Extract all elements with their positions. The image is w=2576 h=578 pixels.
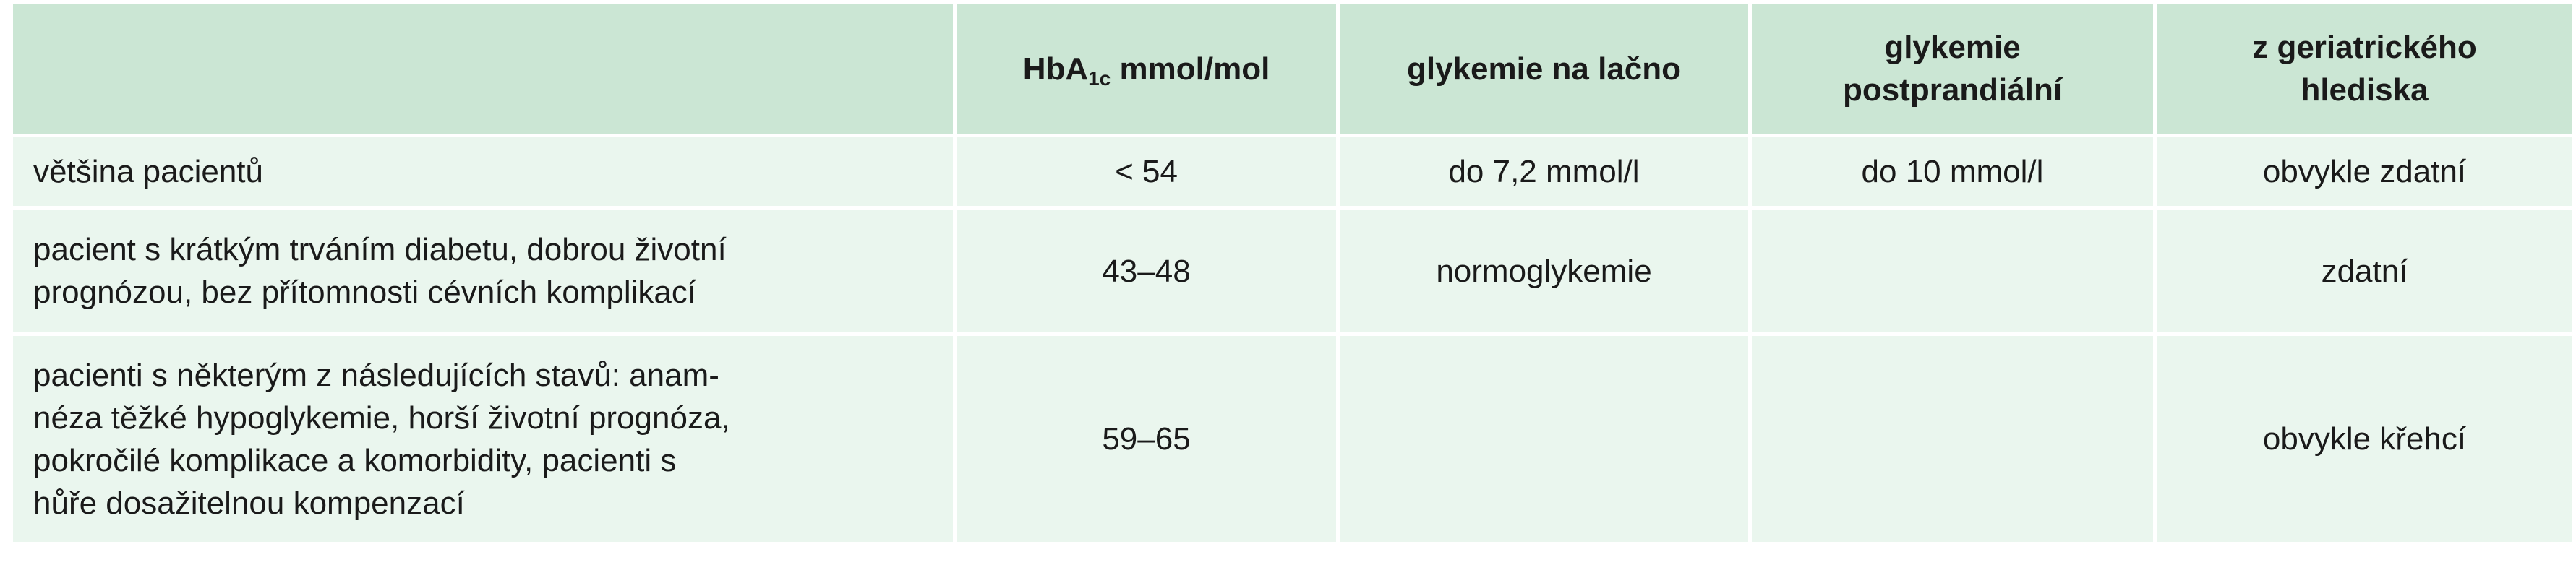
row-patient-group-line: pacienti s některým z následujících stav… (33, 357, 719, 393)
header-hba1c: HbA1c mmol/mol (953, 4, 1336, 134)
header-postprandial-line2: postprandiální (1842, 72, 2063, 108)
row-hba1c-target: 59–65 (953, 332, 1336, 542)
header-postprandial-line1: glykemie (1884, 30, 2021, 65)
row-patient-group-line: pokročilé komplikace a komorbidity, paci… (33, 442, 677, 478)
row-patient-group-line: prognózou, bez přítomnosti cévních kompl… (33, 275, 697, 310)
header-fasting-glycemia: glykemie na lačno (1336, 4, 1748, 134)
table-row: pacienti s některým z následujících stav… (13, 332, 2572, 542)
table-row: pacient s krátkým trváním diabetu, dobro… (13, 206, 2572, 332)
row-fasting-target: do 7,2 mmol/l (1336, 134, 1748, 206)
row-fasting-target: normoglykemie (1336, 206, 1748, 332)
row-postprandial-target: do 10 mmol/l (1748, 134, 2153, 206)
row-patient-group: pacient s krátkým trváním diabetu, dobro… (13, 206, 953, 332)
header-geriatric: z geriatrického hlediska (2153, 4, 2572, 134)
row-hba1c-target: < 54 (953, 134, 1336, 206)
row-patient-group-line: néza těžké hypoglykemie, horší životní p… (33, 400, 730, 436)
row-postprandial-target (1748, 332, 2153, 542)
row-patient-group: pacienti s některým z následujících stav… (13, 332, 953, 542)
row-postprandial-target (1748, 206, 2153, 332)
row-geriatric-status: obvykle zdatní (2153, 134, 2572, 206)
table-header-row: HbA1c mmol/mol glykemie na lačno glykemi… (13, 4, 2572, 134)
header-postprandial-glycemia: glykemie postprandiální (1748, 4, 2153, 134)
hba1c-targets-table-container: HbA1c mmol/mol glykemie na lačno glykemi… (13, 4, 2572, 542)
row-hba1c-target: 43–48 (953, 206, 1336, 332)
table-row: většina pacientů < 54 do 7,2 mmol/l do 1… (13, 134, 2572, 206)
header-geriatric-line1: z geriatrického (2252, 30, 2477, 65)
row-patient-group-line: hůře dosažitelnou kompenzací (33, 485, 465, 521)
header-hba1c-subscript: 1c (1088, 66, 1111, 90)
row-patient-group: většina pacientů (13, 134, 953, 206)
header-hba1c-suffix: mmol/mol (1111, 51, 1270, 87)
row-patient-group-line: pacient s krátkým trváním diabetu, dobro… (33, 232, 727, 267)
row-fasting-target (1336, 332, 1748, 542)
header-geriatric-line2: hlediska (2301, 72, 2429, 108)
header-empty (13, 4, 953, 134)
row-geriatric-status: zdatní (2153, 206, 2572, 332)
row-geriatric-status: obvykle křehcí (2153, 332, 2572, 542)
hba1c-targets-table: HbA1c mmol/mol glykemie na lačno glykemi… (13, 4, 2572, 542)
header-hba1c-prefix: HbA (1022, 51, 1089, 87)
